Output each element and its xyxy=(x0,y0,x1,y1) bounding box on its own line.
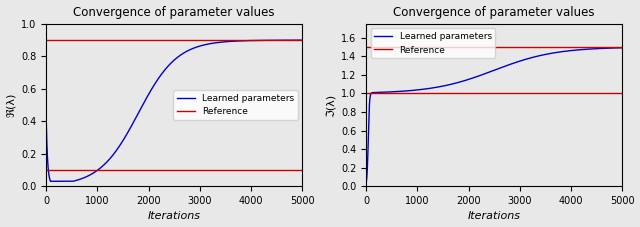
X-axis label: Iterations: Iterations xyxy=(468,211,521,222)
Title: Convergence of parameter values: Convergence of parameter values xyxy=(74,5,275,19)
Learned parameters xyxy=(253,39,260,42)
Y-axis label: ℑ(λ): ℑ(λ) xyxy=(326,94,335,117)
Title: Convergence of parameter values: Convergence of parameter values xyxy=(394,5,595,19)
Learned parameters xyxy=(529,56,536,59)
Learned parameters xyxy=(140,101,148,104)
Learned parameters xyxy=(89,172,97,175)
Line: Learned parameters: Learned parameters xyxy=(366,48,622,182)
Learned parameters xyxy=(618,46,626,49)
Learned parameters xyxy=(573,49,580,51)
Reference xyxy=(362,46,370,48)
Learned parameters xyxy=(196,45,204,47)
Learned parameters xyxy=(460,79,468,82)
Legend: Learned parameters, Reference: Learned parameters, Reference xyxy=(371,28,495,58)
Line: Learned parameters: Learned parameters xyxy=(46,40,302,181)
Learned parameters xyxy=(47,180,54,183)
Learned parameters xyxy=(209,42,216,44)
Reference xyxy=(362,46,370,48)
Reference xyxy=(42,39,50,42)
Learned parameters xyxy=(298,39,306,42)
Y-axis label: ℜ(λ): ℜ(λ) xyxy=(6,93,15,117)
Reference xyxy=(42,39,50,42)
X-axis label: Iterations: Iterations xyxy=(148,211,201,222)
Learned parameters xyxy=(42,119,50,121)
Learned parameters xyxy=(362,181,370,184)
Learned parameters xyxy=(409,89,417,92)
Learned parameters xyxy=(516,60,524,62)
Legend: Learned parameters, Reference: Learned parameters, Reference xyxy=(173,90,298,120)
Learned parameters xyxy=(234,40,241,42)
Learned parameters xyxy=(554,51,561,54)
